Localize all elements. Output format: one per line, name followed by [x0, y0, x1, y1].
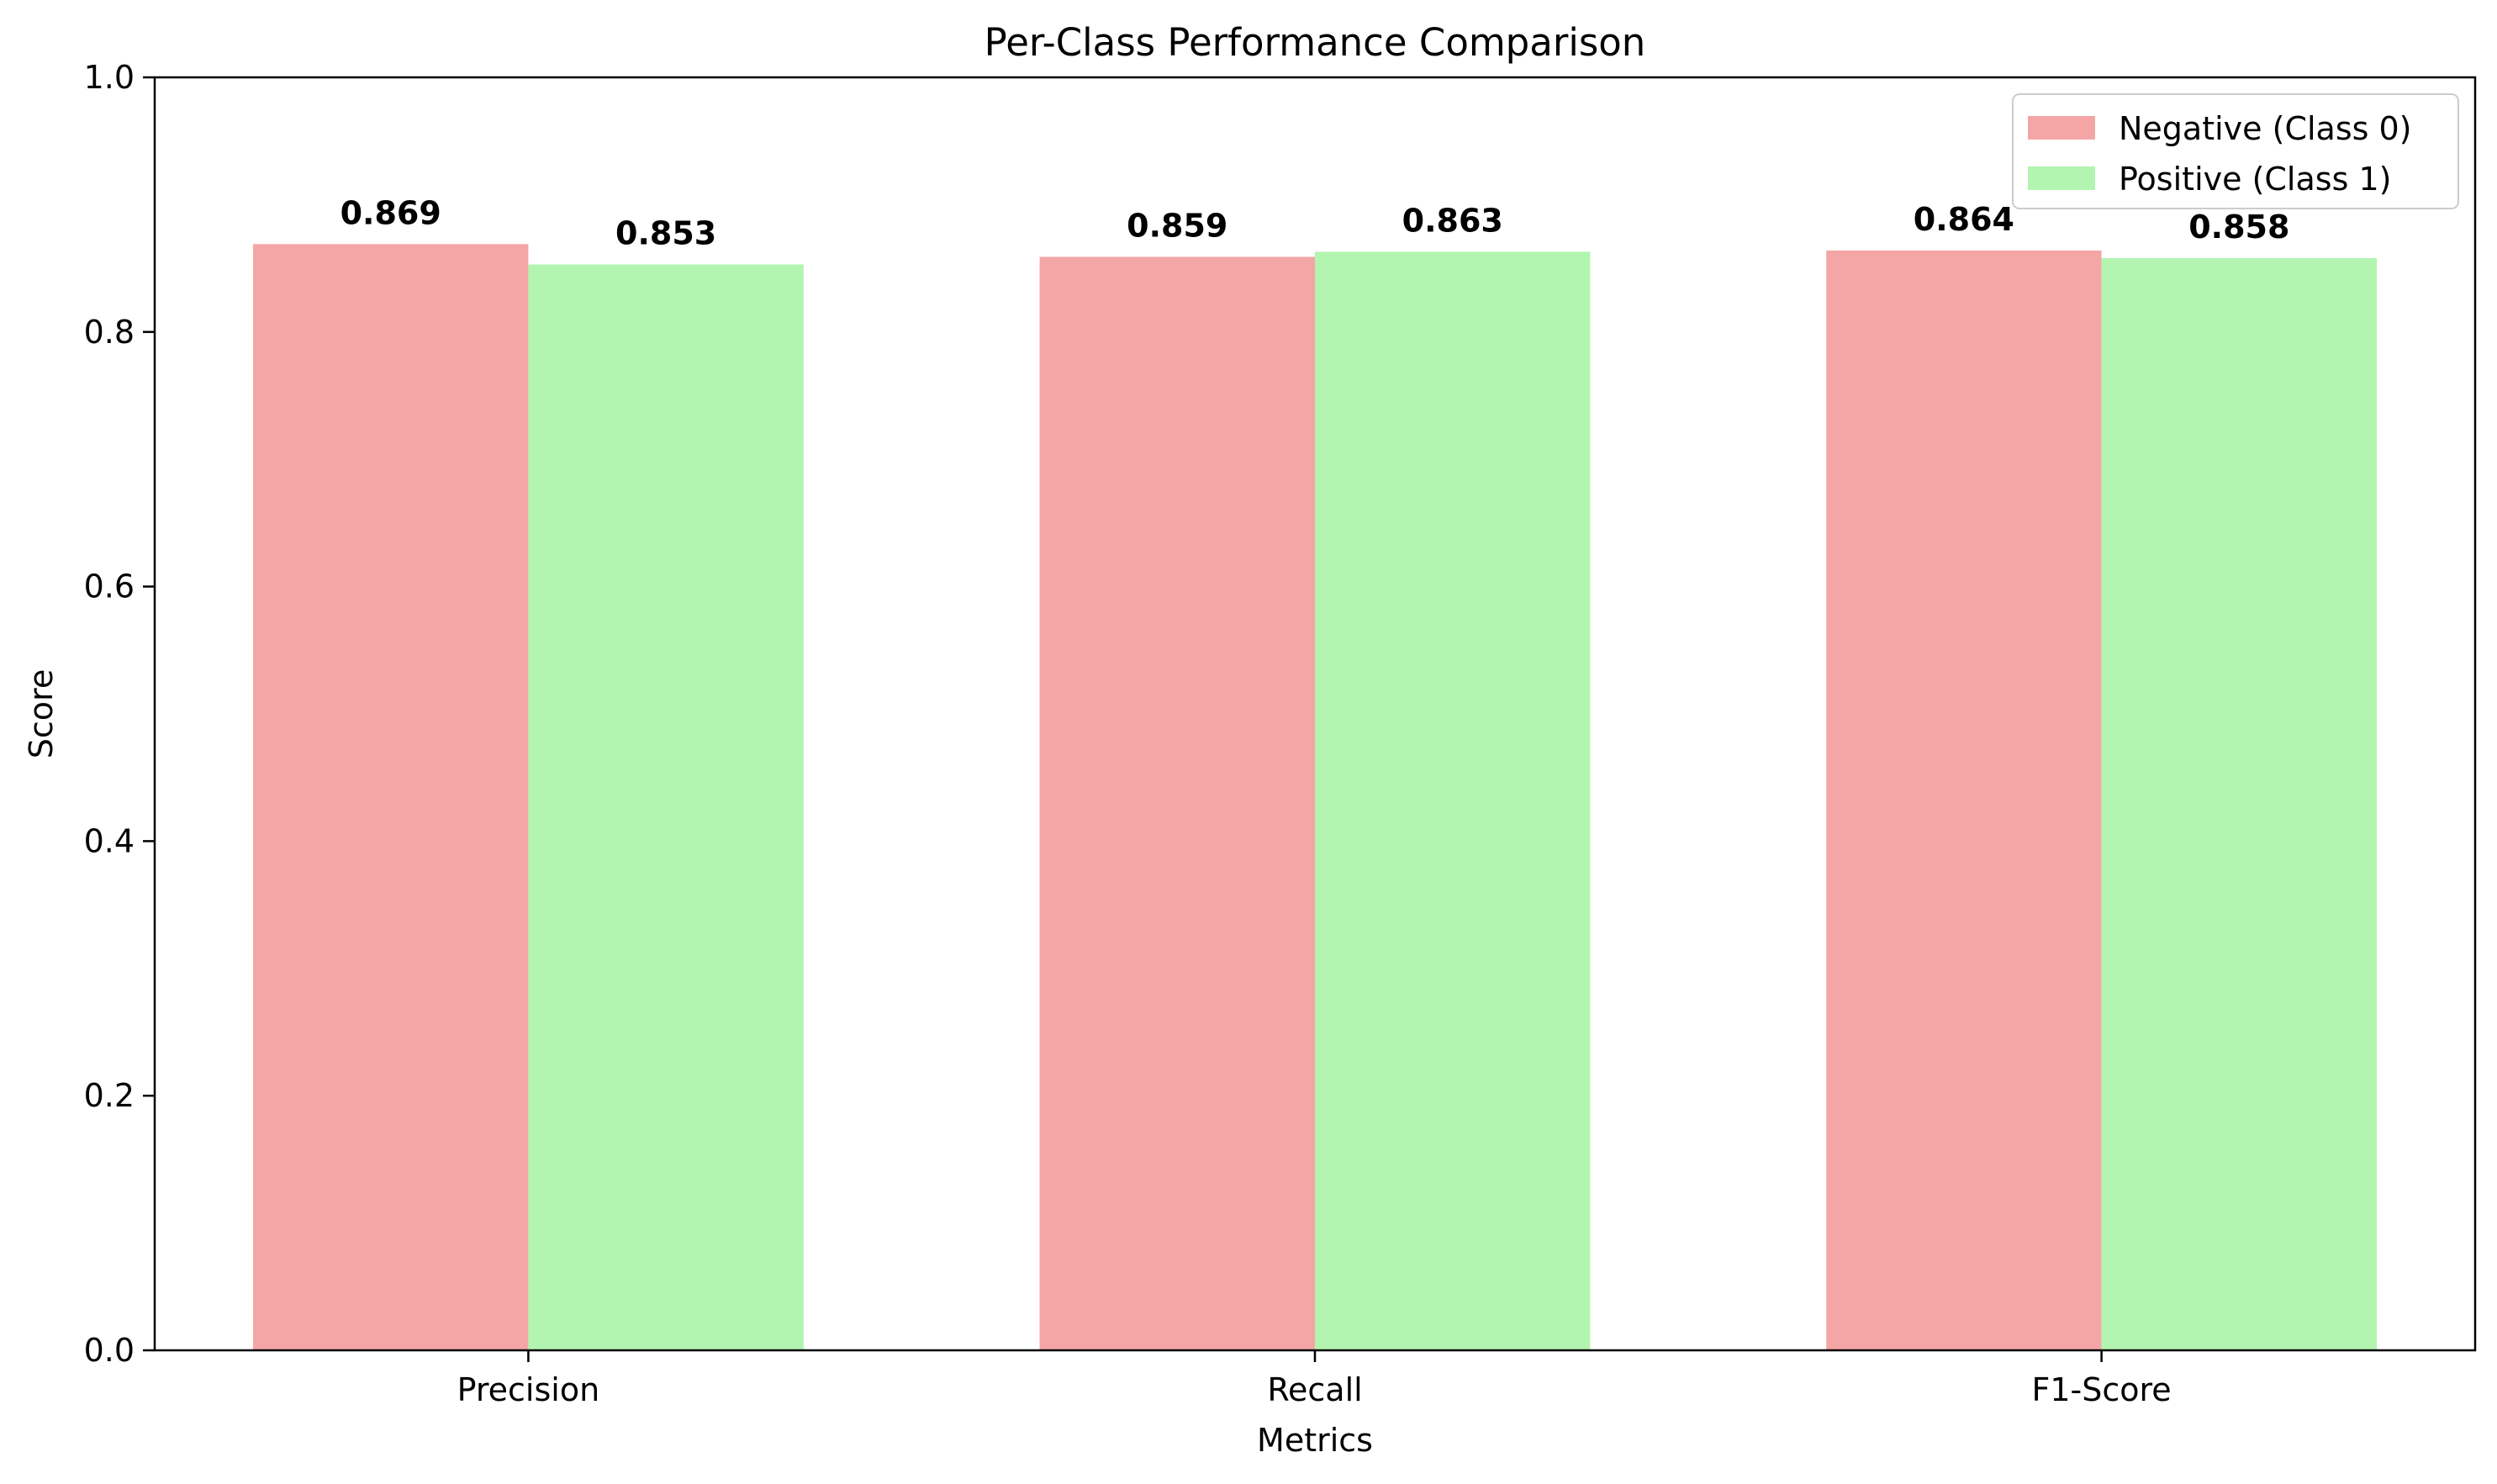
- value-label: 0.864: [1914, 201, 2014, 238]
- bar-negative-recall: [1039, 256, 1315, 1350]
- x-tick-label: Precision: [457, 1371, 600, 1408]
- legend: Negative (Class 0) Positive (Class 1): [2012, 93, 2459, 209]
- value-label: 0.858: [2188, 209, 2289, 246]
- y-tick-label: 0.6: [84, 568, 135, 605]
- y-tick-label: 0.0: [84, 1332, 135, 1369]
- value-label: 0.853: [615, 215, 716, 252]
- y-tick-label: 0.4: [84, 822, 135, 859]
- legend-swatch: [2028, 116, 2095, 140]
- chart-title: Per-Class Performance Comparison: [985, 20, 1646, 65]
- legend-box: [2012, 93, 2459, 209]
- x-tick-label: F1-Score: [2031, 1371, 2171, 1408]
- bar-negative-precision: [252, 244, 529, 1351]
- bar-positive-recall: [1315, 251, 1591, 1351]
- y-tick-label: 1.0: [84, 59, 135, 96]
- y-tick-label: 0.8: [84, 314, 135, 351]
- legend-label: Positive (Class 1): [2119, 161, 2391, 198]
- legend-swatch: [2028, 166, 2095, 190]
- bars-layer: [252, 244, 2378, 1351]
- x-tick-label: Recall: [1267, 1371, 1362, 1408]
- value-labels-layer: 0.869 0.859 0.864 0.853 0.863 0.858: [340, 194, 2290, 251]
- value-label: 0.869: [340, 194, 441, 231]
- legend-label: Negative (Class 0): [2119, 110, 2412, 147]
- bar-negative-f1-score: [1826, 250, 2102, 1350]
- y-tick-label: 0.2: [84, 1077, 135, 1114]
- value-label: 0.863: [1402, 202, 1503, 239]
- x-axis-title: Metrics: [1257, 1422, 1373, 1459]
- y-axis: 0.0 0.2 0.4 0.6 0.8 1.0: [84, 59, 155, 1369]
- bar-positive-precision: [528, 264, 804, 1351]
- value-label: 0.859: [1127, 207, 1227, 244]
- x-axis: Precision Recall F1-Score: [457, 1350, 2172, 1408]
- y-axis-title: Score: [23, 669, 60, 758]
- bar-positive-f1-score: [2101, 257, 2378, 1350]
